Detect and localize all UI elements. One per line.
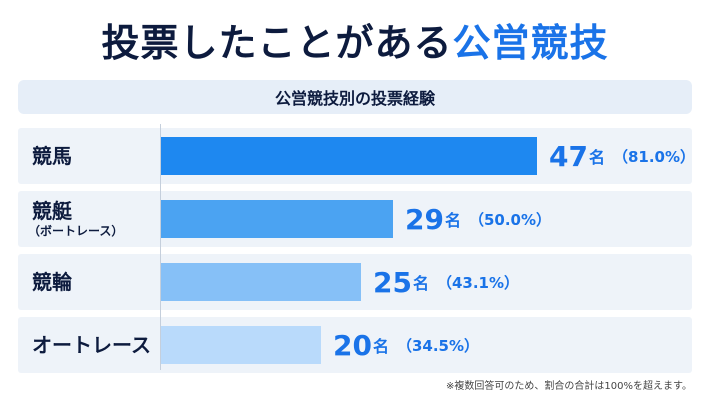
bar [161,326,321,364]
category-label: 競輪 [32,254,160,310]
data-percent: （34.5%） [396,336,480,355]
data-percent: （50.0%） [468,210,552,229]
chart-row-background [18,317,692,373]
bar [161,263,361,301]
category-name: 競艇 [32,199,72,223]
data-label: 47 名 （81.0%） [549,128,695,184]
data-label: 20 名 （34.5%） [333,317,479,373]
chart-subtitle-box: 公営競技別の投票経験 [18,80,692,114]
data-label: 25 名 （43.1%） [373,254,519,310]
data-percent: （43.1%） [436,273,520,292]
page-title: 投票したことがある公営競技 [0,12,710,67]
category-label: 競馬 [32,128,160,184]
title-main: 投票したことがある [101,21,453,65]
category-name: 競馬 [32,144,72,168]
category-sublabel: （ボートレース） [28,224,124,238]
data-unit: 名 [588,148,605,167]
category-name: 競輪 [32,270,72,294]
data-percent: （81.0%） [612,147,696,166]
footnote: ※複数回答可のため、割合の合計は100%を超えます。 [446,381,692,392]
data-value: 29 [405,202,444,236]
data-unit: 名 [372,337,389,356]
chart-subtitle: 公営競技別の投票経験 [274,89,435,108]
data-label: 29 名 （50.0%） [405,191,551,247]
data-value: 47 [549,139,588,173]
bar [161,200,393,238]
title-accent: 公営競技 [452,21,609,65]
category-label: 競艇 （ボートレース） [28,191,160,247]
bar [161,137,537,175]
data-value: 25 [373,265,412,299]
data-value: 20 [333,328,372,362]
category-label: オートレース [32,317,160,373]
axis-line [160,124,161,370]
data-unit: 名 [412,274,429,293]
category-name: オートレース [32,333,151,357]
data-unit: 名 [444,211,461,230]
